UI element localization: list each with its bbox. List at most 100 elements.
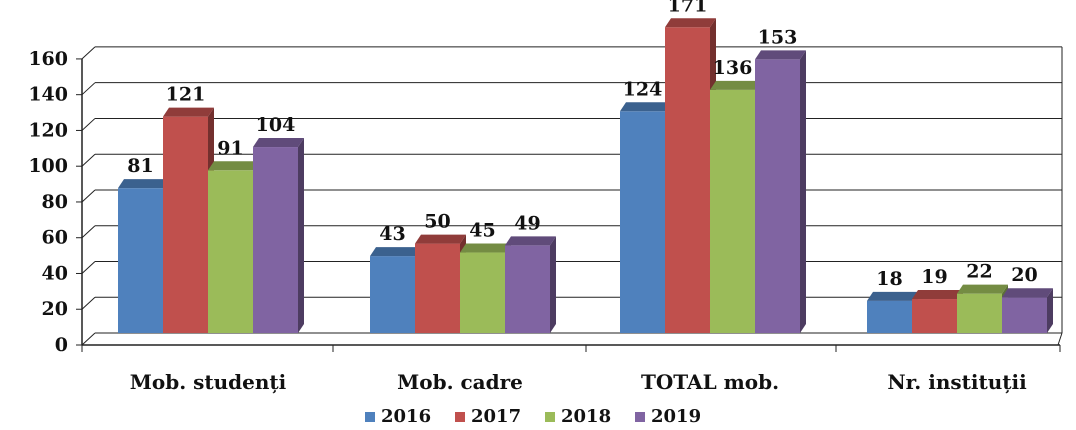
data-label: 19	[921, 266, 947, 288]
bar-top	[867, 291, 918, 301]
data-label: 153	[758, 26, 798, 48]
bar-front	[163, 116, 208, 333]
bar-front	[912, 299, 957, 333]
legend-label: 2019	[651, 406, 701, 427]
bar-top	[1002, 288, 1053, 298]
bar-top	[163, 107, 214, 117]
y-tick-label: 40	[42, 262, 68, 284]
bar-top	[370, 247, 421, 257]
data-label: 121	[166, 84, 206, 106]
bar	[415, 234, 466, 333]
legend-item: 2017	[455, 406, 521, 427]
bar-front	[460, 252, 505, 333]
bar-top	[755, 50, 806, 60]
legend-swatch	[365, 412, 375, 422]
data-label: 91	[217, 137, 243, 159]
category-label: Mob. studenți	[130, 370, 287, 394]
bar-front	[867, 300, 912, 333]
bar	[957, 284, 1008, 333]
bar-front	[208, 170, 253, 333]
bar-top	[253, 138, 304, 148]
gridline-side	[81, 261, 96, 274]
legend-swatch	[455, 412, 465, 422]
bars	[118, 18, 1053, 334]
bar-top	[118, 179, 169, 189]
bar-top	[665, 18, 716, 28]
floor-edge	[1057, 332, 1063, 346]
legend-item: 2016	[365, 406, 431, 427]
bar-top	[505, 236, 556, 246]
legend-label: 2016	[381, 406, 431, 427]
bar-top	[208, 161, 259, 171]
bar-front	[370, 256, 415, 333]
bar-top	[620, 102, 671, 112]
legend-swatch	[545, 412, 555, 422]
y-tick-label: 120	[28, 119, 68, 141]
data-label: 20	[1011, 264, 1037, 286]
bar	[867, 291, 918, 333]
bar	[253, 138, 304, 333]
data-label: 49	[514, 212, 540, 234]
bar-side	[550, 236, 556, 333]
bar	[755, 50, 806, 333]
y-tick-label: 0	[55, 334, 68, 356]
gridline-side	[81, 82, 96, 96]
legend-label: 2017	[471, 406, 521, 427]
data-label: 104	[256, 114, 296, 136]
bar	[208, 161, 259, 333]
y-tick-label: 80	[42, 191, 68, 213]
bar-front	[118, 188, 163, 333]
y-tick-label: 20	[42, 298, 68, 320]
data-label: 50	[424, 211, 450, 233]
gridline-side	[81, 225, 96, 239]
bar-top	[957, 284, 1008, 294]
gridline-side	[81, 153, 96, 167]
bar	[710, 80, 761, 333]
gridline-side	[81, 118, 96, 131]
bar-front	[1002, 297, 1047, 333]
bar-side	[800, 50, 806, 333]
bar-side	[298, 138, 304, 333]
bar-front	[505, 245, 550, 333]
data-label: 22	[966, 261, 992, 283]
bar-front	[620, 111, 665, 334]
y-tick-label: 100	[28, 155, 68, 177]
y-tick-label: 60	[42, 227, 68, 249]
y-tick-label: 160	[28, 48, 68, 70]
bar-front	[665, 27, 710, 333]
gridline-side	[81, 332, 96, 346]
data-label: 171	[668, 0, 708, 16]
data-label: 45	[469, 220, 495, 242]
bar-top	[710, 80, 761, 90]
bar	[620, 102, 671, 334]
category-label: Nr. instituții	[887, 370, 1027, 394]
data-label: 43	[379, 223, 405, 245]
gridline-side	[81, 189, 96, 203]
y-tick-label: 140	[28, 84, 68, 106]
bar	[163, 107, 214, 333]
legend-swatch	[635, 412, 645, 422]
bar	[505, 236, 556, 333]
data-label: 81	[127, 155, 153, 177]
bar	[370, 247, 421, 333]
legend: 2016 2017 2018 2019	[365, 406, 701, 427]
bar-top	[415, 234, 466, 244]
category-label: TOTAL mob.	[641, 370, 779, 394]
axes: 0 20 40 60 80 100 120 140 160 Mob. studenți Mob. c…	[28, 46, 1063, 394]
bar-front	[957, 293, 1002, 333]
bar-front	[755, 59, 800, 333]
gridline-side	[81, 46, 96, 60]
data-label: 18	[876, 268, 902, 290]
bar-side	[1047, 288, 1053, 333]
bar	[912, 290, 963, 333]
legend-item: 2018	[545, 406, 611, 427]
bar	[460, 243, 511, 333]
bar-front	[710, 89, 755, 333]
legend-item: 2019	[635, 406, 701, 427]
gridline-side	[81, 296, 96, 310]
category-label: Mob. cadre	[397, 370, 523, 394]
legend-label: 2018	[561, 406, 611, 427]
data-label: 136	[713, 57, 753, 79]
